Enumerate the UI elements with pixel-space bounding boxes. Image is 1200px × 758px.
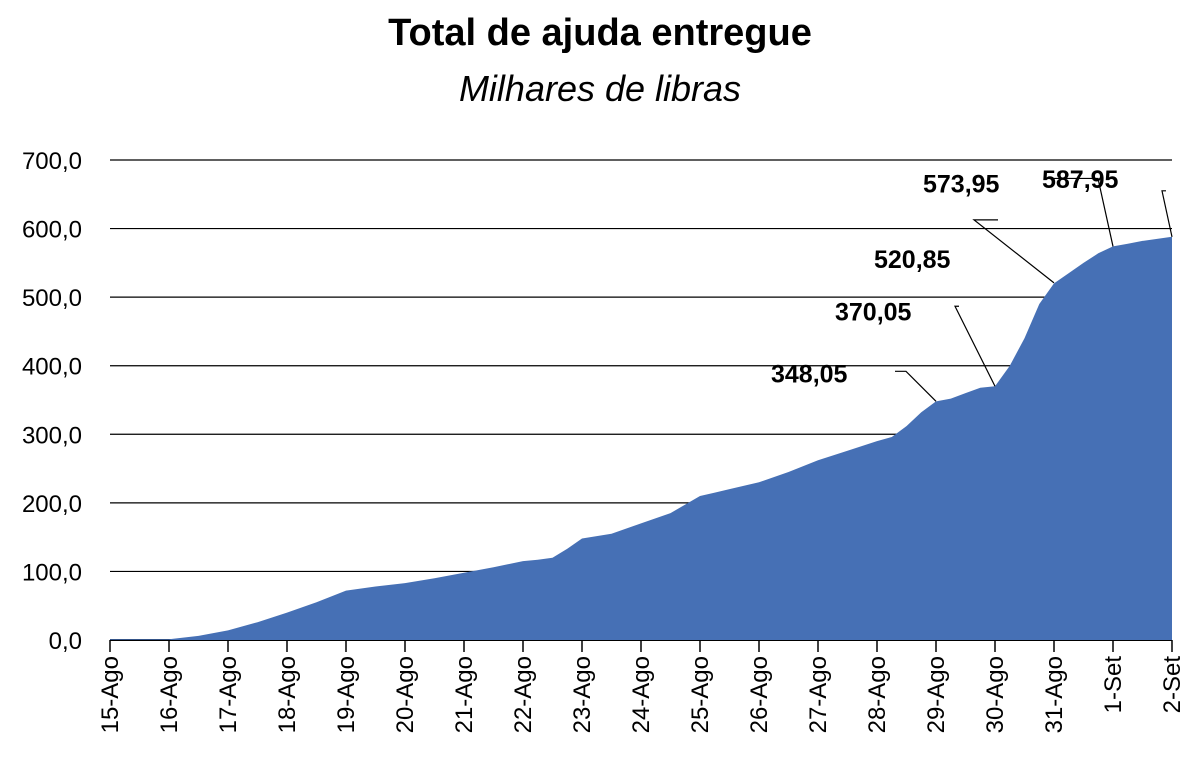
y-tick-label: 600,0: [22, 217, 82, 244]
x-tick-label: 25-Ago: [687, 656, 714, 733]
chart-title: Total de ajuda entregue: [388, 12, 812, 54]
annotation-leader: [954, 305, 996, 387]
annotation-label: 520,85: [874, 246, 951, 274]
x-tick-label: 23-Ago: [569, 656, 596, 733]
y-tick-label: 700,0: [22, 148, 82, 175]
chart-subtitle: Milhares de libras: [458, 68, 742, 109]
annotation-leader: [972, 219, 1055, 284]
y-tick-label: 200,0: [22, 491, 82, 518]
x-tick-label: 30-Ago: [982, 656, 1009, 733]
x-tick-label: 19-Ago: [333, 656, 360, 733]
x-axis-ticks: 15-Ago 16-Ago 17-Ago 18-Ago 19-Ago 20-Ago 21-A…: [97, 640, 1186, 733]
x-tick-label: 21-Ago: [451, 656, 478, 733]
x-tick-label: 28-Ago: [864, 656, 891, 733]
x-tick-label: 2-Set: [1159, 656, 1186, 714]
annotation-leader: [1047, 177, 1114, 247]
annotation-leader: [1161, 190, 1173, 237]
y-tick-label: 400,0: [22, 354, 82, 381]
x-tick-label: 29-Ago: [923, 656, 950, 733]
x-tick-label: 31-Ago: [1041, 656, 1068, 733]
area-series: [110, 236, 1172, 641]
x-tick-label: 24-Ago: [628, 656, 655, 733]
x-tick-label: 20-Ago: [392, 656, 419, 733]
annotation-label: 370,05: [835, 298, 912, 326]
y-axis-ticks: 0,0 100,0 200,0 300,0 400,0 500,0 600,0 700,0: [22, 148, 82, 655]
y-tick-label: 300,0: [22, 422, 82, 449]
x-tick-label: 17-Ago: [215, 656, 242, 733]
x-tick-label: 22-Ago: [510, 656, 537, 733]
x-tick-label: 16-Ago: [156, 656, 183, 733]
x-tick-label: 26-Ago: [746, 656, 773, 733]
x-tick-label: 18-Ago: [274, 656, 301, 733]
x-tick-label: 1-Set: [1100, 656, 1127, 714]
annotation-label: 348,05: [771, 360, 848, 388]
area-fill: [110, 236, 1172, 641]
annotation-leader: [895, 370, 937, 402]
x-tick-label: 27-Ago: [805, 656, 832, 733]
x-tick-label: 15-Ago: [97, 656, 124, 733]
y-tick-label: 100,0: [22, 559, 82, 586]
annotation-label: 573,95: [923, 170, 1000, 198]
y-tick-label: 500,0: [22, 285, 82, 312]
annotations: 348,05 370,05 520,85 573,95 587,95: [771, 166, 1173, 402]
y-tick-label: 0,0: [49, 628, 82, 655]
annotation-label: 587,95: [1042, 166, 1119, 194]
